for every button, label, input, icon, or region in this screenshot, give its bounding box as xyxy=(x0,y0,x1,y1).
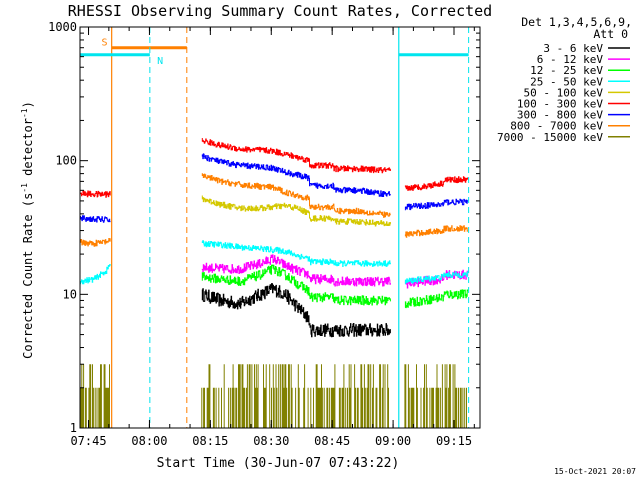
series-100-300-kev xyxy=(80,138,469,198)
y-tick-label: 1 xyxy=(70,421,77,435)
series-line-interval-1 xyxy=(201,195,391,227)
x-tick-label: 08:00 xyxy=(131,434,167,448)
series-7000-15000-kev xyxy=(80,364,467,428)
y-axis-label-superscript-2: -1 xyxy=(20,108,29,118)
y-tick-label: 10 xyxy=(63,287,77,301)
legend-header-line-2: Att 0 xyxy=(593,27,628,41)
legend-label: 12 - 25 keV xyxy=(530,64,603,77)
series-spikes-interval-1 xyxy=(201,364,389,428)
axes: Start Time (30-Jun-07 07:43:22) Correcte… xyxy=(20,20,636,476)
series-line-interval-0 xyxy=(80,190,111,198)
plot-series-group xyxy=(80,27,470,428)
series-line-interval-0 xyxy=(80,238,111,247)
x-tick-label: 09:15 xyxy=(436,434,472,448)
y-tick-label: 1000 xyxy=(48,20,77,34)
series-50-100-kev xyxy=(201,195,391,227)
legend-label: 7000 - 15000 keV xyxy=(497,131,603,144)
y-axis-label-main: Corrected Count Rate (s xyxy=(21,193,35,359)
series-line-interval-1 xyxy=(201,153,391,197)
legend-label: 6 - 12 keV xyxy=(537,53,604,66)
y-tick-label: 100 xyxy=(55,154,77,168)
plot-frame xyxy=(79,26,481,429)
series-line-interval-2 xyxy=(404,198,469,211)
series-3-6-kev xyxy=(201,283,391,338)
series-line-interval-2 xyxy=(404,271,469,285)
saa-flag-label: S xyxy=(102,37,108,48)
flags xyxy=(80,27,470,428)
series-spikes-interval-2 xyxy=(404,364,467,428)
y-axis-label-end: ) xyxy=(21,101,35,108)
series-line-interval-0 xyxy=(80,215,111,223)
y-axis-label-superscript-1: -1 xyxy=(20,183,29,193)
y-axis-label-middle: detector xyxy=(21,118,35,183)
series-line-interval-1 xyxy=(201,264,391,306)
series-line-interval-1 xyxy=(201,240,391,267)
x-axis-label: Start Time (30-Jun-07 07:43:22) xyxy=(157,456,400,471)
series-12-25-kev xyxy=(201,264,469,309)
series-line-interval-1 xyxy=(201,283,391,338)
series-line-interval-1 xyxy=(201,254,391,287)
series-25-50-kev xyxy=(80,240,469,285)
legend-label: 25 - 50 keV xyxy=(530,75,603,88)
legend-label: 100 - 300 keV xyxy=(517,98,603,111)
series-800-7000-kev xyxy=(80,173,469,247)
legend-header-line-1: Det 1,3,4,5,6,9, xyxy=(521,15,632,29)
generation-timestamp: 15-Oct-2021 20:07 xyxy=(554,467,636,476)
x-tick-label: 07:45 xyxy=(70,434,106,448)
chart-title: RHESSI Observing Summary Count Rates, Co… xyxy=(68,2,492,20)
series-line-interval-0 xyxy=(80,264,111,285)
series-300-800-kev xyxy=(80,153,469,223)
series-line-interval-2 xyxy=(404,225,469,238)
x-tick-label: 08:15 xyxy=(192,434,228,448)
legend-label: 300 - 800 keV xyxy=(517,109,603,122)
x-tick-label: 08:45 xyxy=(314,434,350,448)
series-line-interval-1 xyxy=(201,173,391,218)
series-line-interval-1 xyxy=(201,138,391,174)
series-spikes-interval-0 xyxy=(80,364,110,428)
legend-label: 50 - 100 keV xyxy=(524,86,604,99)
night-flag-label: N xyxy=(157,56,163,67)
legend-label: 800 - 7000 keV xyxy=(510,120,603,133)
series-line-interval-2 xyxy=(404,289,469,309)
x-tick-label: 09:00 xyxy=(375,434,411,448)
x-tick-label: 08:30 xyxy=(253,434,289,448)
plot-area: SN xyxy=(80,27,470,428)
series-line-interval-2 xyxy=(404,176,469,191)
legend-label: 3 - 6 keV xyxy=(543,42,603,55)
y-axis-label: Corrected Count Rate (s-1 detector-1) xyxy=(20,101,35,359)
